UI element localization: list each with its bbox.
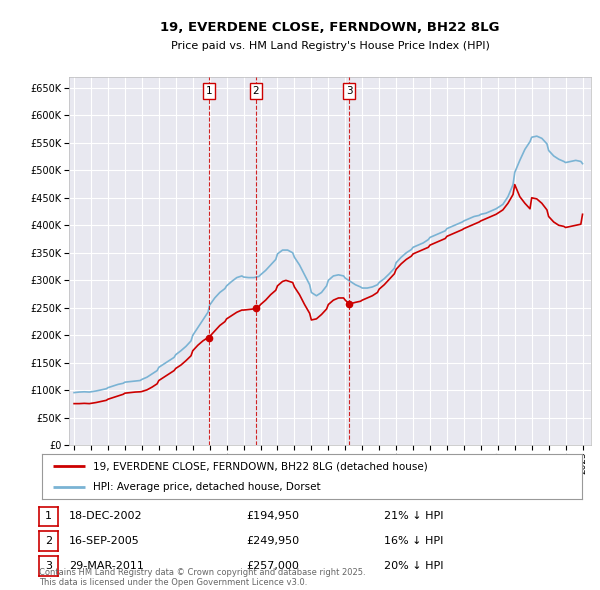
Text: 19, EVERDENE CLOSE, FERNDOWN, BH22 8LG: 19, EVERDENE CLOSE, FERNDOWN, BH22 8LG bbox=[160, 21, 500, 34]
Text: £257,000: £257,000 bbox=[246, 561, 299, 571]
Text: 18-DEC-2002: 18-DEC-2002 bbox=[69, 512, 143, 521]
Text: 2: 2 bbox=[252, 86, 259, 96]
Text: 1: 1 bbox=[206, 86, 212, 96]
Text: 3: 3 bbox=[346, 86, 353, 96]
Text: 20% ↓ HPI: 20% ↓ HPI bbox=[384, 561, 443, 571]
Text: £249,950: £249,950 bbox=[246, 536, 299, 546]
Text: 29-MAR-2011: 29-MAR-2011 bbox=[69, 561, 144, 571]
Text: 16-SEP-2005: 16-SEP-2005 bbox=[69, 536, 140, 546]
Text: HPI: Average price, detached house, Dorset: HPI: Average price, detached house, Dors… bbox=[94, 481, 321, 491]
Text: £194,950: £194,950 bbox=[246, 512, 299, 521]
Text: 16% ↓ HPI: 16% ↓ HPI bbox=[384, 536, 443, 546]
Text: 3: 3 bbox=[45, 561, 52, 571]
Text: Price paid vs. HM Land Registry's House Price Index (HPI): Price paid vs. HM Land Registry's House … bbox=[170, 41, 490, 51]
Text: Contains HM Land Registry data © Crown copyright and database right 2025.
This d: Contains HM Land Registry data © Crown c… bbox=[39, 568, 365, 587]
Text: 21% ↓ HPI: 21% ↓ HPI bbox=[384, 512, 443, 521]
Text: 2: 2 bbox=[45, 536, 52, 546]
Text: 19, EVERDENE CLOSE, FERNDOWN, BH22 8LG (detached house): 19, EVERDENE CLOSE, FERNDOWN, BH22 8LG (… bbox=[94, 461, 428, 471]
Text: 1: 1 bbox=[45, 512, 52, 521]
